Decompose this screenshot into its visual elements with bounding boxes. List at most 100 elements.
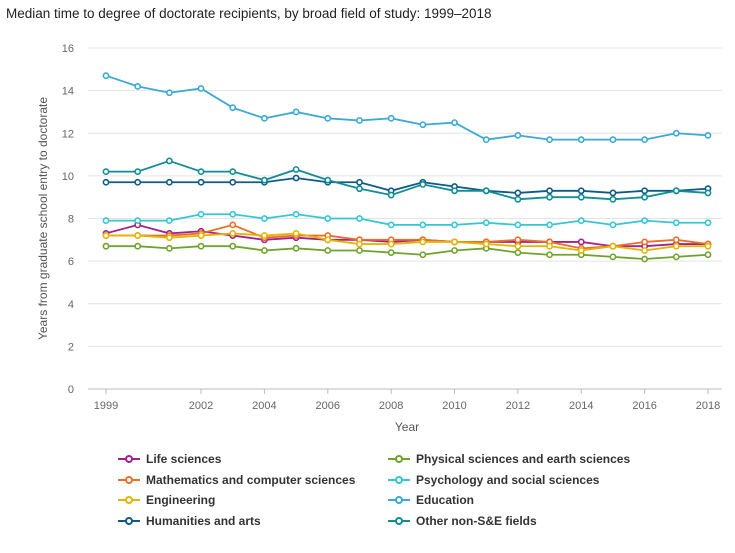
data-point [419,121,427,129]
data-point [577,187,585,195]
data-point [482,187,490,195]
data-point [704,242,712,250]
x-tick-label: 2018 [696,400,720,412]
data-point [197,232,205,239]
legend-item: Education [388,493,474,507]
chart-title: Median time to degree of doctorate recip… [6,6,492,21]
data-point [165,244,173,252]
data-point [229,168,237,176]
data-point [165,217,173,225]
data-point [672,187,680,195]
y-tick-label: 12 [62,128,74,140]
data-point [102,168,110,176]
data-point [546,136,553,144]
legend-label: Psychology and social sciences [416,472,600,487]
data-point [514,249,522,256]
legend-label: Life sciences [146,452,222,466]
legend-item: Life sciences [118,452,221,466]
legend-item: Other non-S&E fields [388,514,537,528]
data-point [165,234,173,242]
data-point [102,242,110,250]
data-point [387,249,395,256]
legend-item: Physical sciences and earth sciences [388,452,630,466]
data-point [514,195,522,203]
series-education [102,72,712,144]
series-line [105,74,709,141]
legend-label: Physical sciences and earth sciences [416,452,631,466]
data-point [197,168,205,176]
data-point [324,215,332,222]
x-tick-label: 2008 [379,400,403,412]
data-point [419,221,427,229]
data-point [324,176,332,184]
data-point [102,217,110,225]
data-point [546,187,553,195]
data-point [704,189,712,197]
data-point [356,185,363,193]
data-point [134,242,142,250]
data-point [292,166,300,173]
series-lines [102,72,712,263]
x-tick-labels: 1999 2002 2004 2006 2008 2010 2012 2014 2016 2018 [94,389,720,412]
data-point [134,168,142,176]
data-point [356,240,363,248]
data-point [356,117,363,124]
data-point [641,255,649,263]
legend-label: Mathematics and computer sciences [146,472,356,487]
data-point [704,219,712,227]
data-point [546,242,553,250]
legend-swatch [388,454,410,464]
data-point [609,242,617,250]
data-point [229,210,237,218]
data-point [577,247,585,254]
data-point [165,178,173,186]
x-tick-label: 2016 [632,400,656,412]
data-point [672,129,680,137]
data-point [704,131,712,139]
x-tick-label: 2006 [316,400,340,412]
data-point [609,189,617,197]
data-point [292,230,300,237]
series-line [106,177,709,194]
y-axis-label: Years from graduate school entry to doct… [36,97,50,340]
y-tick-label: 8 [68,214,74,226]
data-point [165,89,173,97]
data-point [514,131,522,139]
data-point [419,180,427,188]
legend-item: Humanities and arts [118,514,261,528]
legend-swatch [388,516,410,526]
y-tick-labels: 0 2 4 6 8 10 12 14 16 [62,43,74,396]
data-point [387,240,395,248]
legend-label: Humanities and arts [146,513,261,528]
data-point [419,238,427,246]
data-point [197,210,205,218]
data-point [641,217,649,225]
legend-label: Engineering [146,493,216,507]
data-point [672,242,680,250]
data-point [514,242,522,250]
legend-swatch [388,495,410,505]
data-point [102,72,110,80]
data-point [229,230,237,237]
x-tick-label: 2010 [442,400,466,412]
data-point [641,136,649,144]
data-point [577,217,585,225]
series-line [106,213,708,226]
data-point [197,242,205,250]
data-point [197,85,205,92]
x-tick-label: 2012 [506,400,530,412]
legend-label: Education [416,493,475,507]
x-tick-label: 2002 [189,400,213,412]
data-point [577,136,585,144]
data-point [641,247,649,254]
series-line [106,245,709,260]
data-point [577,238,585,246]
y-tick-label: 6 [68,256,74,268]
series-psychology-and-social-sciences [102,210,712,229]
data-point [165,157,173,165]
legend-swatch [388,475,410,485]
x-axis-label: Year [395,420,419,434]
series-humanities-and-arts [102,174,712,197]
x-tick-label: 2004 [252,400,276,412]
